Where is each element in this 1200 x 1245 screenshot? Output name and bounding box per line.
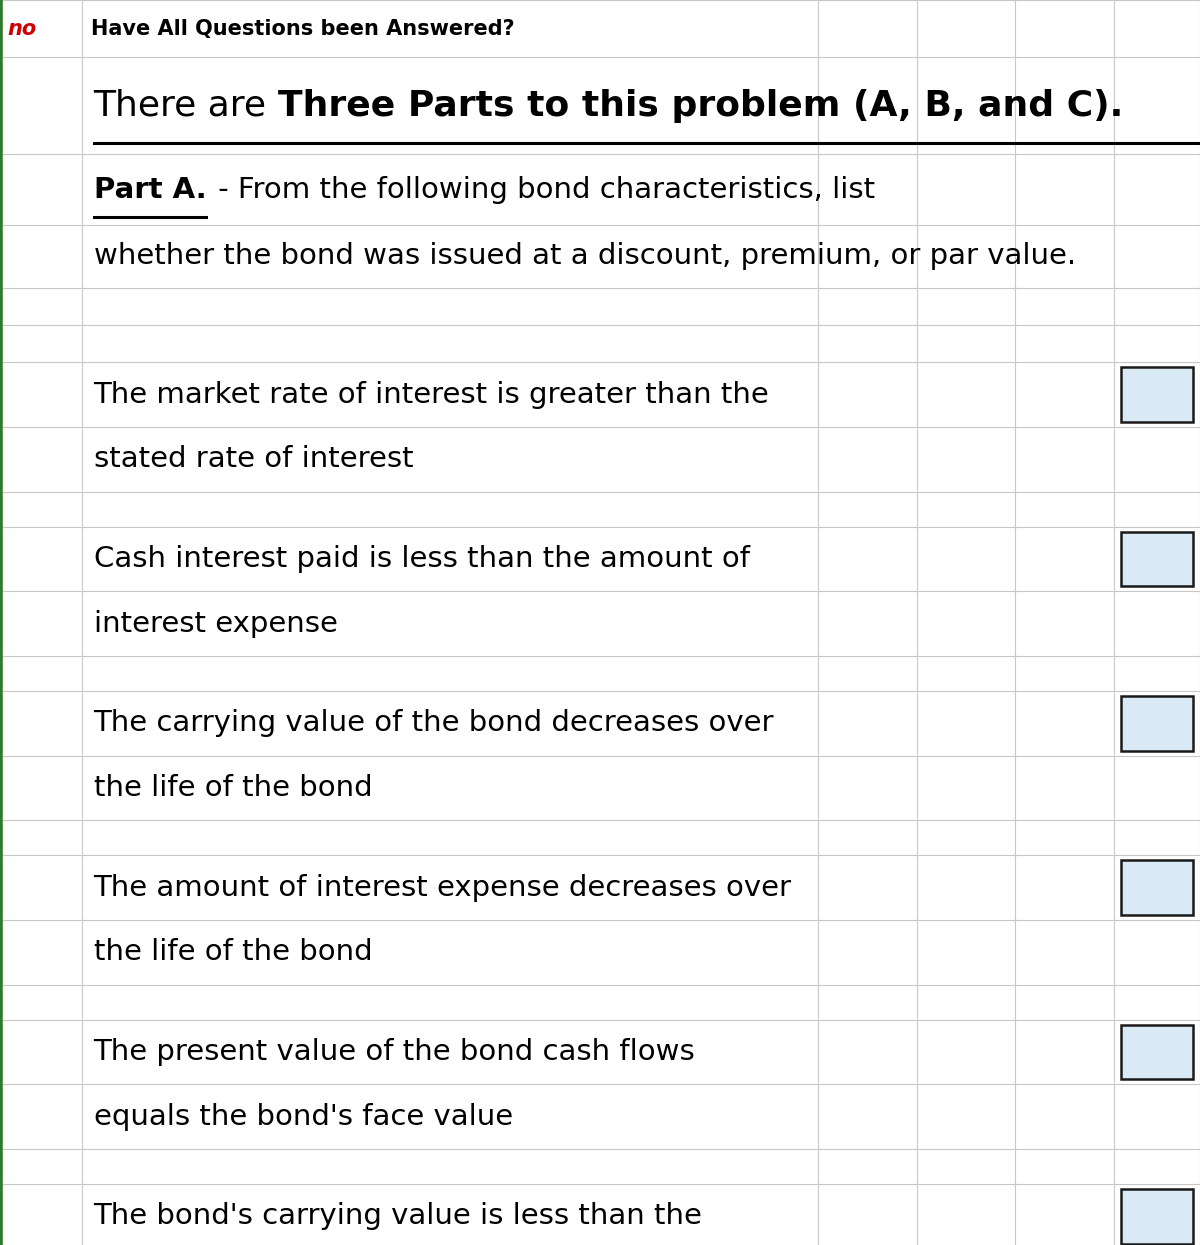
Text: There are: There are [94,88,278,123]
Text: the life of the bond: the life of the bond [94,774,372,802]
Text: whether the bond was issued at a discount, premium, or par value.: whether the bond was issued at a discoun… [94,243,1075,270]
Text: interest expense: interest expense [94,610,337,637]
Bar [1121,696,1193,751]
Bar [1121,532,1193,586]
Bar [1121,860,1193,915]
Text: The market rate of interest is greater than the: The market rate of interest is greater t… [94,381,769,408]
Text: the life of the bond: the life of the bond [94,939,372,966]
Text: no: no [7,19,36,39]
Bar [1121,1025,1193,1079]
Text: The bond's carrying value is less than the: The bond's carrying value is less than t… [94,1203,702,1230]
Text: stated rate of interest: stated rate of interest [94,446,413,473]
Bar [1121,1189,1193,1244]
Text: The carrying value of the bond decreases over: The carrying value of the bond decreases… [94,710,774,737]
Text: Have All Questions been Answered?: Have All Questions been Answered? [91,19,515,39]
Bar [1121,367,1193,422]
Text: Three Parts to this problem (A, B, and C).: Three Parts to this problem (A, B, and C… [278,88,1123,123]
Text: Cash interest paid is less than the amount of: Cash interest paid is less than the amou… [94,545,750,573]
Text: The present value of the bond cash flows: The present value of the bond cash flows [94,1038,695,1066]
Text: Part A.: Part A. [94,176,206,204]
Text: The amount of interest expense decreases over: The amount of interest expense decreases… [94,874,792,901]
Text: equals the bond's face value: equals the bond's face value [94,1103,512,1130]
Text: - From the following bond characteristics, list: - From the following bond characteristic… [209,176,875,204]
